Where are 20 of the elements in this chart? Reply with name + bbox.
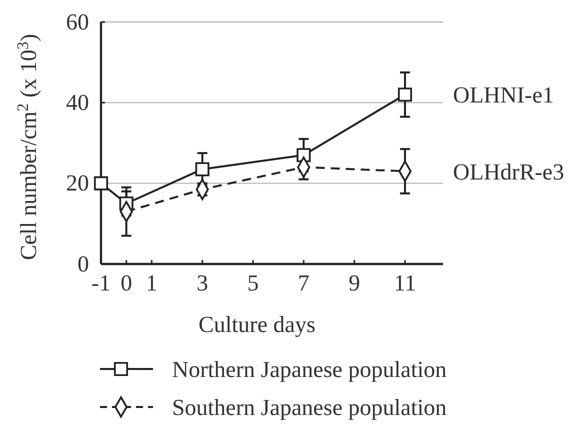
x-tick-label: 0 <box>120 270 132 296</box>
x-tick-label: 3 <box>196 270 208 296</box>
x-tick-label: 5 <box>247 270 259 296</box>
y-tick-label: 40 <box>66 90 89 116</box>
x-tick-label: 9 <box>348 270 360 296</box>
point <box>94 176 108 190</box>
point <box>398 88 412 102</box>
legend-label: Southern Japanese population <box>172 395 448 420</box>
x-tick-label: 7 <box>298 270 310 296</box>
y-tick-label: 20 <box>66 170 89 196</box>
x-axis-title: Culture days <box>198 312 316 337</box>
annotation: OLHdrR-e3 <box>453 159 564 184</box>
point <box>195 162 210 176</box>
annotation: OLHNI-e1 <box>453 82 554 108</box>
legend-label: Northern Japanese population <box>172 357 448 382</box>
y-tick-label: 0 <box>78 251 89 276</box>
x-tick-label: -1 <box>91 270 111 296</box>
x-tick-label: 1 <box>146 270 158 296</box>
y-tick-label: 60 <box>66 9 89 34</box>
x-tick-label: 11 <box>394 270 416 296</box>
